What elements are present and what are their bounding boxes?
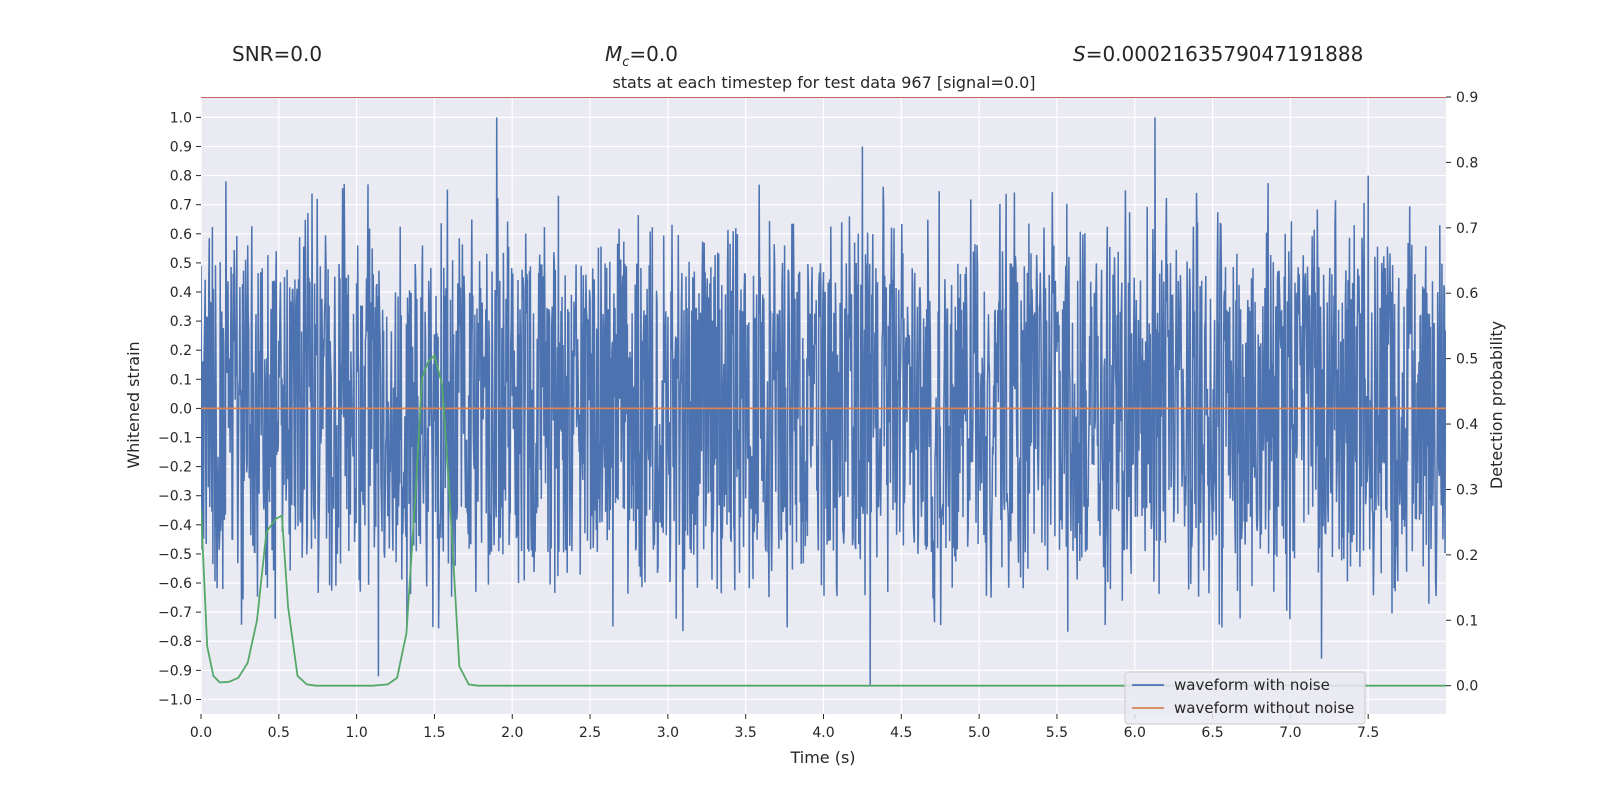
y-left-tick-label: 0.6 [170, 227, 192, 243]
y-right-tick-label: 0.3 [1456, 482, 1478, 498]
y-right-axis-label: Detection probability [1487, 321, 1506, 489]
x-axis-label: Time (s) [789, 748, 855, 767]
x-tick-label: 6.0 [1124, 725, 1146, 741]
y-right-tick-label: 0.5 [1456, 352, 1478, 368]
legend-entry-noise: waveform with noise [1174, 676, 1330, 694]
y-left-tick-label: −0.9 [158, 663, 192, 679]
y-left-tick-label: −0.1 [158, 431, 192, 447]
y-left-tick-label: −0.5 [158, 547, 192, 563]
y-right-tick-label: 0.2 [1456, 548, 1478, 564]
y-left-tick-label: 0.8 [170, 169, 192, 185]
x-tick-label: 2.5 [579, 725, 601, 741]
x-tick-label: 7.0 [1279, 725, 1301, 741]
y-left-tick-label: −1.0 [158, 692, 192, 708]
y-left-tick-label: 1.0 [170, 110, 192, 126]
y-left-tick-label: −0.6 [158, 576, 192, 592]
x-tick-label: 4.0 [812, 725, 834, 741]
y-right-tick-label: 0.8 [1456, 155, 1478, 171]
y-right-tick-label: 0.6 [1456, 286, 1478, 302]
chart-title: stats at each timestep for test data 967… [612, 73, 1035, 92]
y-right-tick-label: 0.7 [1456, 221, 1478, 237]
y-left-tick-label: 0.7 [170, 198, 192, 214]
y-left-tick-label: −0.7 [158, 605, 192, 621]
y-left-tick-label: −0.2 [158, 460, 192, 476]
x-tick-label: 1.0 [345, 725, 367, 741]
x-tick-label: 3.5 [735, 725, 757, 741]
y-left-ticks: 1.0 0.9 0.8 0.7 0.6 0.5 0.4 0.3 0.2 0.1 0.0 −0.1 −0.… [158, 110, 201, 708]
x-tick-label: 7.5 [1357, 725, 1379, 741]
x-tick-label: 1.5 [423, 725, 445, 741]
y-left-axis-label: Whitened strain [124, 341, 143, 468]
legend-box [1124, 671, 1366, 725]
x-tick-label: 4.5 [890, 725, 912, 741]
y-left-tick-label: 0.1 [170, 372, 192, 388]
y-left-tick-label: −0.3 [158, 489, 192, 505]
x-tick-label: 3.0 [657, 725, 679, 741]
chirp-mass-label: Mc=0.0 [605, 42, 678, 70]
y-left-tick-label: 0.2 [170, 343, 192, 359]
series-waveform-with-noise [201, 117, 1446, 685]
y-left-tick-label: 0.9 [170, 139, 192, 155]
x-ticks: 0.0 0.5 1.0 1.5 2.0 2.5 3.0 3.5 4.0 4.5 5.0 5.5 6.0 6… [190, 714, 1379, 741]
snr-label: SNR=0.0 [232, 42, 322, 66]
x-tick-label: 2.0 [501, 725, 523, 741]
x-tick-label: 0.5 [268, 725, 290, 741]
y-left-tick-label: 0.0 [170, 401, 192, 417]
y-right-tick-label: 0.0 [1456, 679, 1478, 695]
series-detection-probability [201, 353, 1446, 687]
s-statistic-label: S=0.0002163579047191888 [1073, 42, 1363, 66]
y-left-tick-label: −0.8 [158, 634, 192, 650]
legend: waveform with noise waveform without noi… [1124, 671, 1366, 725]
y-right-tick-label: 0.4 [1456, 417, 1478, 433]
y-left-tick-label: 0.3 [170, 314, 192, 330]
y-right-ticks: 0.9 0.8 0.7 0.6 0.5 0.4 0.3 0.2 0.1 0.0 [1446, 90, 1478, 695]
legend-entry-clean: waveform without noise [1174, 699, 1354, 717]
x-tick-label: 0.0 [190, 725, 212, 741]
x-tick-label: 6.5 [1201, 725, 1223, 741]
x-tick-label: 5.0 [968, 725, 990, 741]
x-tick-label: 5.5 [1046, 725, 1068, 741]
y-left-tick-label: −0.4 [158, 518, 192, 534]
y-left-tick-label: 0.5 [170, 256, 192, 272]
y-left-tick-label: 0.4 [170, 285, 192, 301]
y-right-tick-label: 0.1 [1456, 613, 1478, 629]
y-right-tick-label: 0.9 [1456, 90, 1478, 106]
